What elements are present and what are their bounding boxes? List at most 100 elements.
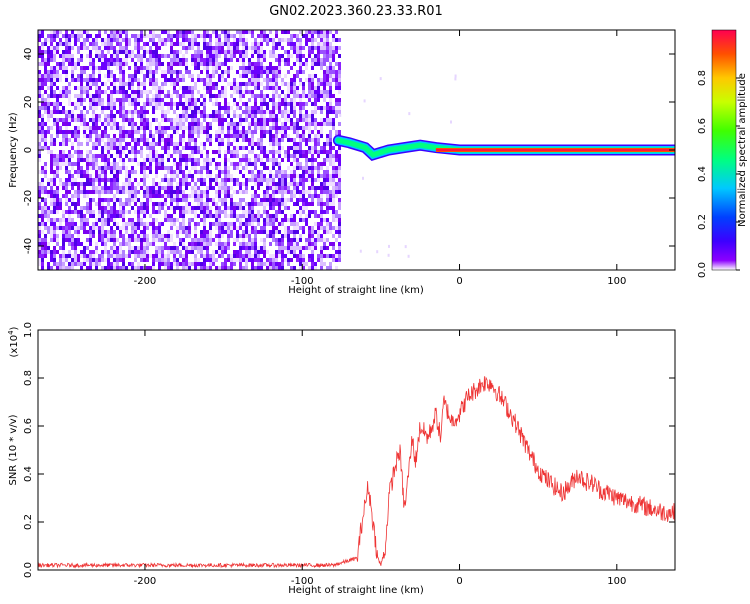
spectrogram-noise-cell — [146, 186, 149, 190]
spectrogram-noise-cell — [230, 194, 233, 198]
spectrogram-noise-cell — [317, 174, 320, 178]
spectrogram-noise-cell — [308, 50, 311, 54]
spectrogram-noise-cell — [131, 262, 134, 266]
spectrogram-noise-cell — [83, 118, 86, 122]
spectrogram-noise-cell — [197, 62, 200, 66]
spectrogram-speck — [359, 249, 362, 253]
spectrogram-noise-cell — [56, 134, 59, 138]
spectrogram-noise-cell — [227, 190, 230, 194]
spectrogram-noise-cell — [272, 118, 275, 122]
spectrogram-noise-cell — [119, 190, 122, 194]
spectrogram-noise-cell — [299, 194, 302, 198]
spectrogram-noise-cell — [293, 266, 296, 270]
spectrogram-noise-cell — [209, 158, 212, 162]
spectrogram-noise-cell — [53, 178, 56, 182]
spectrogram-noise-cell — [275, 230, 278, 234]
spectrogram-noise-cell — [224, 62, 227, 66]
spectrogram-noise-cell — [239, 214, 242, 218]
spectrogram-noise-cell — [164, 42, 167, 46]
spectrogram-noise-cell — [251, 266, 254, 270]
spectrogram-noise-cell — [56, 78, 59, 82]
spectrogram-noise-cell — [41, 254, 44, 258]
spectrogram-noise-cell — [173, 102, 176, 106]
spectrogram-noise-cell — [140, 254, 143, 258]
spectrogram-noise-cell — [287, 58, 290, 62]
spectrogram-noise-cell — [98, 230, 101, 234]
snr-y-scale: (x104) — [7, 326, 20, 357]
spectrogram-noise-cell — [125, 170, 128, 174]
spectrogram-noise-cell — [62, 226, 65, 230]
spectrogram-noise-cell — [104, 130, 107, 134]
spectrogram-noise-cell — [296, 166, 299, 170]
spectrogram-noise-cell — [173, 254, 176, 258]
spectrogram-noise-cell — [152, 70, 155, 74]
spectrogram-noise-cell — [329, 190, 332, 194]
spectrogram-noise-cell — [101, 198, 104, 202]
spectrogram-noise-cell — [77, 198, 80, 202]
spectrogram-noise-cell — [122, 122, 125, 126]
spectrogram-noise-cell — [86, 66, 89, 70]
spectrogram-noise-cell — [107, 118, 110, 122]
spectrogram-noise-cell — [41, 218, 44, 222]
x-tick-label: -200 — [134, 276, 157, 287]
spectrogram-noise-cell — [104, 38, 107, 42]
spectrogram-noise-cell — [302, 186, 305, 190]
spectrogram-noise-cell — [137, 38, 140, 42]
spectrogram-noise-cell — [233, 130, 236, 134]
spectrogram-noise-cell — [89, 130, 92, 134]
spectrogram-noise-cell — [65, 30, 68, 34]
spectrogram-noise-cell — [323, 42, 326, 46]
spectrogram-noise-cell — [182, 210, 185, 214]
spectrogram-noise-cell — [311, 34, 314, 38]
spectrogram-noise-cell — [194, 98, 197, 102]
spectrogram-noise-cell — [134, 78, 137, 82]
spectrogram-noise-cell — [221, 170, 224, 174]
spectrogram-noise-cell — [242, 210, 245, 214]
spectrogram-noise-cell — [95, 46, 98, 50]
spectrogram-noise-cell — [80, 190, 83, 194]
spectrogram-noise-cell — [197, 42, 200, 46]
spectrogram-noise-cell — [263, 174, 266, 178]
spectrogram-noise-cell — [119, 70, 122, 74]
spectrogram-noise-cell — [134, 150, 137, 154]
spectrogram-noise-cell — [104, 142, 107, 146]
spectrogram-noise-cell — [221, 182, 224, 186]
spectrogram-noise-cell — [131, 122, 134, 126]
spectrogram-noise-cell — [281, 254, 284, 258]
spectrogram-noise-cell — [65, 266, 68, 270]
spectrogram-noise-cell — [167, 30, 170, 34]
spectrogram-noise-cell — [194, 226, 197, 230]
spectrogram-noise-cell — [59, 178, 62, 182]
spectrogram-noise-cell — [272, 46, 275, 50]
spectrogram-noise-cell — [326, 186, 329, 190]
spectrogram-noise-cell — [140, 134, 143, 138]
spectrogram-noise-cell — [104, 66, 107, 70]
spectrogram-noise-cell — [95, 242, 98, 246]
spectrogram-noise-cell — [227, 266, 230, 270]
y-tick-label: 0.6 — [23, 418, 34, 434]
spectrogram-noise-cell — [152, 50, 155, 54]
spectrogram-noise-cell — [185, 114, 188, 118]
spectrogram-noise-cell — [227, 246, 230, 250]
spectrogram-noise-cell — [134, 186, 137, 190]
spectrogram-noise-cell — [50, 58, 53, 62]
spectrogram-noise-cell — [284, 186, 287, 190]
spectrogram-noise-cell — [110, 198, 113, 202]
spectrogram-noise-cell — [164, 178, 167, 182]
spectrogram-noise-cell — [281, 146, 284, 150]
x-tick-label: -200 — [134, 576, 157, 587]
spectrogram-noise-cell — [278, 110, 281, 114]
spectrogram-noise-cell — [230, 230, 233, 234]
spectrogram-noise-cell — [332, 74, 335, 78]
spectrogram-noise-cell — [323, 142, 326, 146]
spectrogram-noise-cell — [47, 262, 50, 266]
spectrogram-noise-cell — [116, 190, 119, 194]
spectrogram-noise-cell — [152, 226, 155, 230]
spectrogram-noise-cell — [113, 266, 116, 270]
spectrogram-noise-cell — [221, 202, 224, 206]
spectrogram-noise-cell — [101, 146, 104, 150]
spectrogram-noise-cell — [230, 178, 233, 182]
spectrogram-noise-cell — [134, 222, 137, 226]
spectrogram-noise-cell — [293, 194, 296, 198]
spectrogram-noise-cell — [302, 94, 305, 98]
